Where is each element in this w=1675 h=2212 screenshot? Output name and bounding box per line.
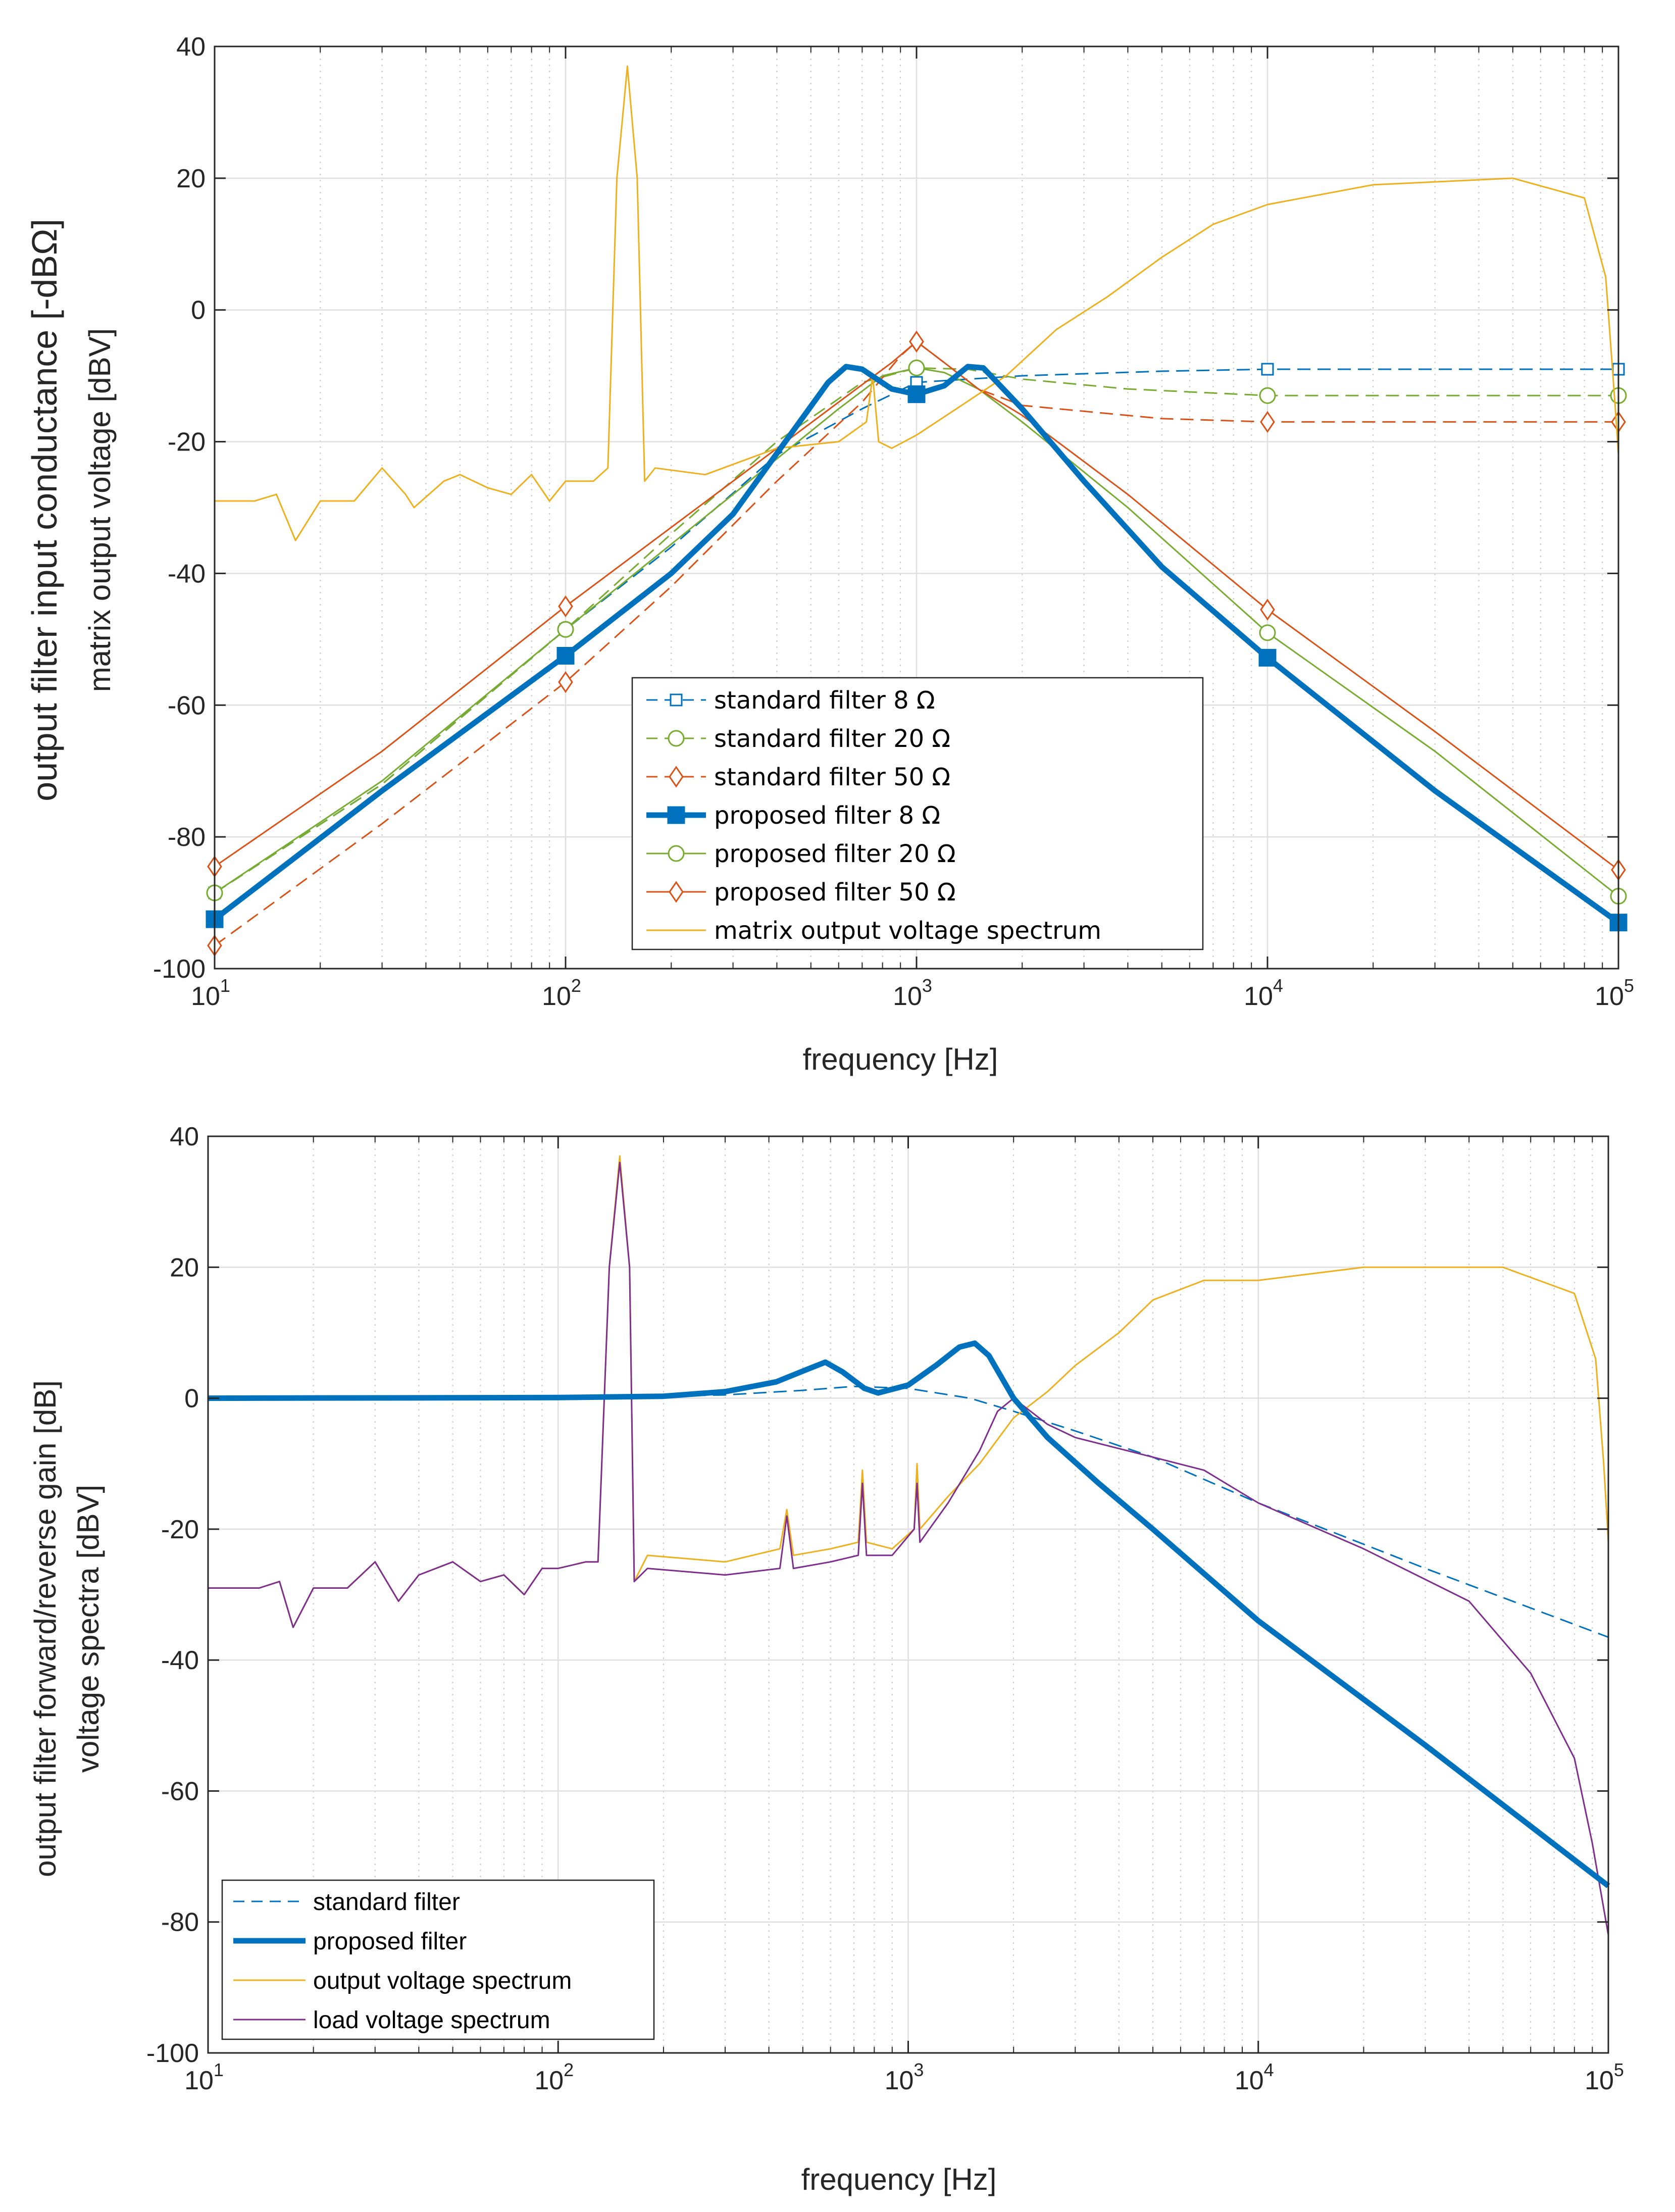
legend-label-2: output voltage spectrum <box>313 1968 572 1994</box>
y-tick-label: 0 <box>191 296 206 325</box>
legend-label-3: proposed filter 8 Ω <box>714 801 940 830</box>
x-tick-label: 104 <box>1244 975 1283 1011</box>
series-marker-3 <box>1258 648 1277 667</box>
top-plot-ylabel-primary: output filter input conductance [-dBΩ] <box>25 219 64 801</box>
x-tick-label: 105 <box>1595 975 1634 1011</box>
y-tick-label: -40 <box>168 559 206 588</box>
x-tick-label: 103 <box>893 975 932 1011</box>
series-line-6 <box>215 65 1619 541</box>
y-tick-label: 20 <box>176 164 206 193</box>
series-line-1 <box>208 1340 1610 1888</box>
x-tick-label: 102 <box>542 975 581 1011</box>
legend-label-0: standard filter 8 Ω <box>714 686 935 715</box>
top-plot-legend: standard filter 8 Ω standard filter 20 Ω s… <box>631 677 1204 950</box>
series-marker-2 <box>558 671 573 693</box>
y-tick-label: -20 <box>161 1515 199 1544</box>
x-tick-label: 101 <box>191 975 230 1011</box>
legend-label-0: standard filter <box>313 1889 460 1916</box>
x-tick-label: 104 <box>1235 2059 1274 2095</box>
legend-label-1: standard filter 20 Ω <box>714 725 950 753</box>
series-line-4 <box>214 367 1619 897</box>
bottom-plot: -100 -80 -60 -40 -20 0 20 40 101 102 103 104 105 fre… <box>28 1122 1624 2196</box>
legend-label-4: proposed filter 20 Ω <box>714 840 956 868</box>
bottom-plot-ylabel-secondary: voltage spectra [dBV] <box>71 1485 105 1773</box>
legend-marker-4 <box>668 845 685 862</box>
series-marker-1 <box>1259 387 1276 404</box>
series-line-3 <box>208 1162 1609 1935</box>
legend-box <box>631 677 1204 950</box>
y-tick-label: 40 <box>170 1122 199 1151</box>
series-marker-5 <box>909 330 924 353</box>
y-tick-label: 0 <box>184 1384 199 1414</box>
y-tick-label: -80 <box>161 1908 199 1937</box>
series-marker-3 <box>907 385 926 404</box>
y-tick-label: -20 <box>168 428 206 457</box>
legend-marker-2 <box>669 766 684 788</box>
series-marker-0 <box>1261 363 1274 376</box>
series-line-3 <box>213 364 1620 925</box>
y-tick-label: -40 <box>161 1646 199 1675</box>
series-marker-3 <box>556 646 575 665</box>
series-marker-5 <box>558 595 573 618</box>
top-plot-xlabel: frequency [Hz] <box>803 1042 998 1076</box>
y-tick-label: 20 <box>170 1253 199 1282</box>
x-tick-label: 101 <box>184 2059 224 2095</box>
y-tick-label: 40 <box>176 32 206 62</box>
x-tick-label: 102 <box>534 2059 574 2095</box>
top-plot-ticks: -100 -80 -60 -40 -20 0 20 40 101 102 103 104 105 <box>153 32 1634 1011</box>
legend-marker-0 <box>670 693 683 707</box>
bottom-plot-ticks: -100 -80 -60 -40 -20 0 20 40 101 102 103 104 105 <box>146 1122 1624 2095</box>
y-tick-label: -60 <box>161 1777 199 1806</box>
series-line-0 <box>214 368 1618 894</box>
series-marker-4 <box>1259 624 1276 641</box>
x-tick-label: 103 <box>885 2059 924 2095</box>
series-marker-5 <box>1260 598 1275 621</box>
series-line-0 <box>208 1385 1609 1638</box>
legend-marker-3 <box>667 806 685 824</box>
series-marker-4 <box>908 359 925 376</box>
legend-marker-1 <box>668 730 685 747</box>
legend-label-3: load voltage spectrum <box>313 2007 550 2034</box>
legend-label-6: matrix output voltage spectrum <box>714 917 1101 945</box>
legend-label-5: proposed filter 50 Ω <box>714 878 956 907</box>
y-tick-label: -100 <box>153 954 206 984</box>
legend-marker-5 <box>669 881 684 903</box>
bottom-plot-series <box>208 1155 1610 1935</box>
y-tick-label: -60 <box>168 691 206 720</box>
bottom-plot-xlabel: frequency [Hz] <box>801 2163 997 2196</box>
series-line-5 <box>214 340 1619 871</box>
legend-label-1: proposed filter <box>313 1928 467 1955</box>
series-marker-4 <box>557 621 574 638</box>
top-plot-ylabel-secondary: matrix output voltage [dBV] <box>83 328 117 692</box>
legend-box <box>221 1879 655 2040</box>
y-tick-label: -80 <box>168 823 206 852</box>
bottom-plot-legend: standard filter proposed filter output vol… <box>221 1879 655 2040</box>
top-plot: -100 -80 -60 -40 -20 0 20 40 101 102 103 104 105 fre… <box>25 32 1634 1076</box>
legend-label-2: standard filter 50 Ω <box>714 763 950 791</box>
bottom-plot-ylabel-primary: output filter forward/reverse gain [dB] <box>28 1380 62 1877</box>
x-tick-label: 105 <box>1585 2059 1624 2095</box>
series-line-1 <box>214 367 1618 894</box>
series-marker-2 <box>1260 411 1275 433</box>
y-tick-label: -100 <box>146 2039 199 2068</box>
